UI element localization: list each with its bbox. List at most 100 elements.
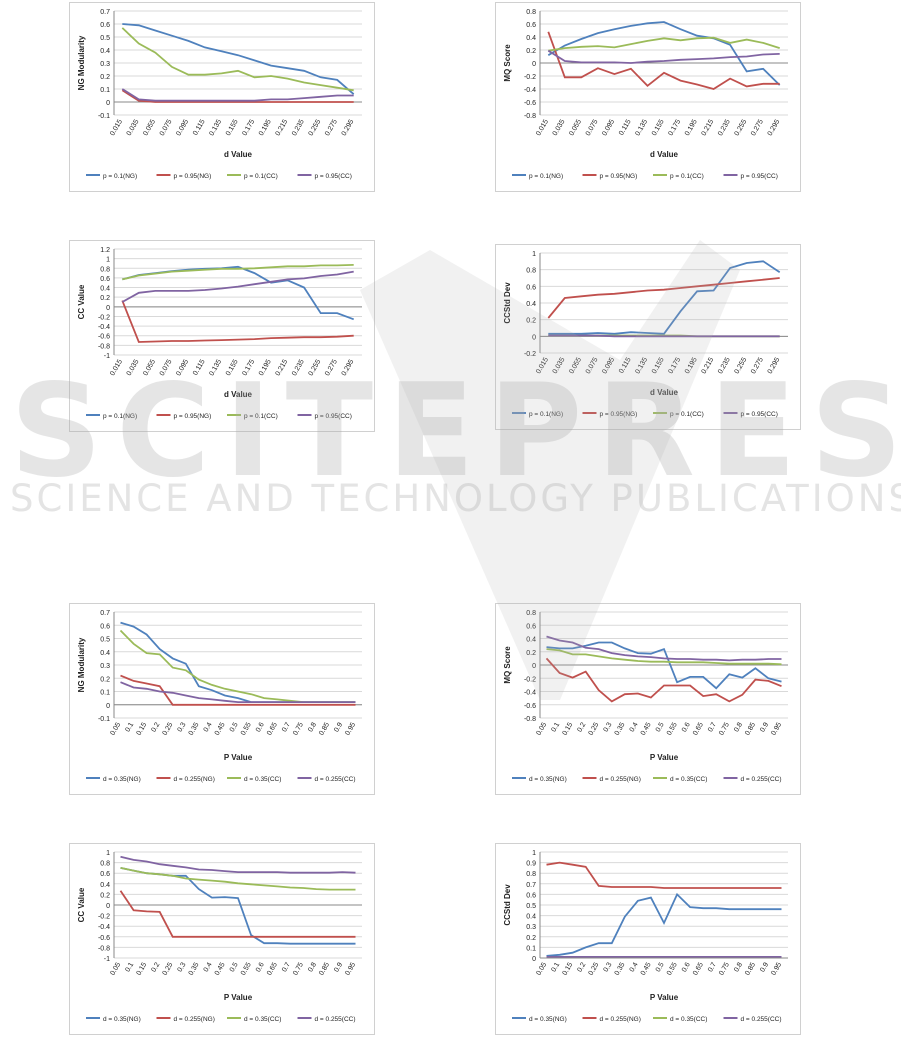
legend-label: d = 0.35(NG) [103,776,141,783]
x-tick-label: 0.035 [552,356,567,375]
y-tick-label: 0.6 [100,22,110,29]
x-axis-title: d Value [650,150,679,159]
y-tick-label: 0.2 [100,892,110,899]
x-tick-label: 0.95 [344,721,357,736]
x-tick-label: 0.115 [192,358,207,376]
y-tick-label: 0.8 [526,610,536,617]
x-tick-label: 0.235 [717,356,732,375]
x-tick-label: 0.4 [629,961,640,973]
legend-label: d = 0.255(CC) [315,776,356,783]
chart-cc-value-d: -1 -0.8 -0.6 -0.4 -0.2 0 0.2 0.4 0.6 0.8 1 1.2 0.015… [77,247,362,420]
x-tick-label: 0.1 [124,961,135,973]
y-tick-label: -0.1 [98,113,110,120]
x-tick-label: 0.015 [535,118,550,137]
y-tick-label: -0.2 [98,914,110,921]
y-tick-label: 0.4 [100,650,110,657]
series-line-2 [120,867,356,891]
x-tick-label: 0.4 [203,721,214,733]
x-tick-label: 0.7 [281,961,292,973]
x-tick-label: 0.195 [684,356,699,375]
x-tick-label: 0.055 [568,356,583,375]
legend-label: d = 0.35(CC) [670,1016,707,1023]
x-tick-label: 0.75 [292,721,305,736]
y-axis-title: NG Modularity [77,637,86,692]
x-tick-label: 0.275 [324,358,339,377]
y-tick-label: 0.1 [526,945,536,952]
y-tick-label: -0.2 [98,314,110,321]
y-tick-label: 0.2 [526,318,536,325]
legend-label: p = 0.95(NG) [600,411,638,418]
series-line-1 [545,657,782,703]
legend-label: p = 0.95(NG) [174,173,212,180]
y-tick-label: -0.4 [98,924,110,931]
legend-label: d = 0.255(CC) [315,1016,356,1023]
x-axis-title: P Value [224,753,253,762]
x-tick-label: 0.15 [135,961,148,976]
y-tick-label: 0.3 [100,61,110,68]
x-tick-label: 0.2 [150,961,161,973]
y-tick-label: 0.5 [100,637,110,644]
y-tick-label: 0.2 [100,676,110,683]
x-tick-label: 0.115 [618,356,633,374]
x-tick-label: 0.075 [159,358,174,377]
legend-label: p = 0.95(NG) [174,413,212,420]
y-tick-label: -0.2 [524,74,536,81]
x-tick-label: 0.6 [681,721,692,733]
y-tick-label: 0 [106,903,110,910]
y-tick-label: 0.8 [526,871,536,878]
x-tick-label: 0.05 [109,721,122,736]
x-tick-label: 0.195 [684,118,699,137]
x-tick-label: 0.215 [701,356,716,375]
x-tick-label: 0.095 [175,358,190,377]
y-tick-label: 0.8 [526,9,536,16]
x-tick-label: 0.035 [126,358,141,377]
x-tick-label: 0.65 [266,721,279,736]
series-line-3 [120,681,356,703]
series-line-0 [122,265,355,321]
y-tick-label: 0 [106,100,110,107]
series-line-0 [122,23,355,95]
y-tick-label: 0.3 [100,663,110,670]
legend-label: p = 0.95(CC) [741,411,778,418]
x-tick-label: 0.8 [733,961,744,973]
y-tick-label: 0.6 [100,871,110,878]
y-tick-label: -1 [104,353,110,360]
y-tick-label: 0.4 [526,35,536,42]
y-tick-label: -0.6 [98,334,110,341]
y-tick-label: 0.4 [526,637,536,644]
legend-label: d = 0.255(NG) [600,1016,641,1023]
y-tick-label: -0.8 [98,343,110,350]
y-tick-label: 0.6 [526,623,536,630]
legend-label: p = 0.95(CC) [315,173,352,180]
x-tick-label: 0.175 [667,118,682,137]
y-tick-label: 0.1 [100,690,110,697]
series-line-3 [548,334,780,338]
series-line-2 [121,27,354,92]
x-tick-label: 0.115 [618,118,633,136]
y-tick-label: 0.6 [526,892,536,899]
chart-panel-ccstd-dev-d: -0.2 0 0.2 0.4 0.6 0.8 1 0.015 0.035 0.055 0.075 0.… [495,244,801,430]
x-tick-label: 0.75 [718,961,731,976]
legend-label: p = 0.95(NG) [600,173,638,180]
x-tick-label: 0.295 [341,118,356,137]
x-tick-label: 0.215 [701,118,716,137]
chart-mq-score-d: -0.8-0.6-0.4-0.200.20.40.60.80.015 0.035 0… [503,9,788,180]
x-tick-label: 0.095 [601,118,616,137]
x-tick-label: 0.2 [576,721,587,733]
series-line-3 [121,88,354,102]
y-tick-label: -0.8 [524,113,536,120]
x-tick-label: 0.055 [142,358,157,377]
legend-label: p = 0.1(CC) [670,411,704,418]
x-tick-label: 0.075 [159,118,174,137]
series-line-1 [547,277,780,319]
y-tick-label: -1 [104,956,110,963]
legend-label: d = 0.35(NG) [529,1016,567,1023]
x-tick-label: 0.15 [561,721,574,736]
x-tick-label: 0.135 [634,118,649,137]
x-tick-label: 0.9 [759,721,770,733]
x-tick-label: 0.055 [568,118,583,137]
x-tick-label: 0.055 [142,118,157,137]
chart-panel-cc-value-d: -1 -0.8 -0.6 -0.4 -0.2 0 0.2 0.4 0.6 0.8 1 1.2 0.015… [69,240,375,432]
y-tick-label: 1 [106,257,110,264]
series-line-1 [547,31,780,90]
